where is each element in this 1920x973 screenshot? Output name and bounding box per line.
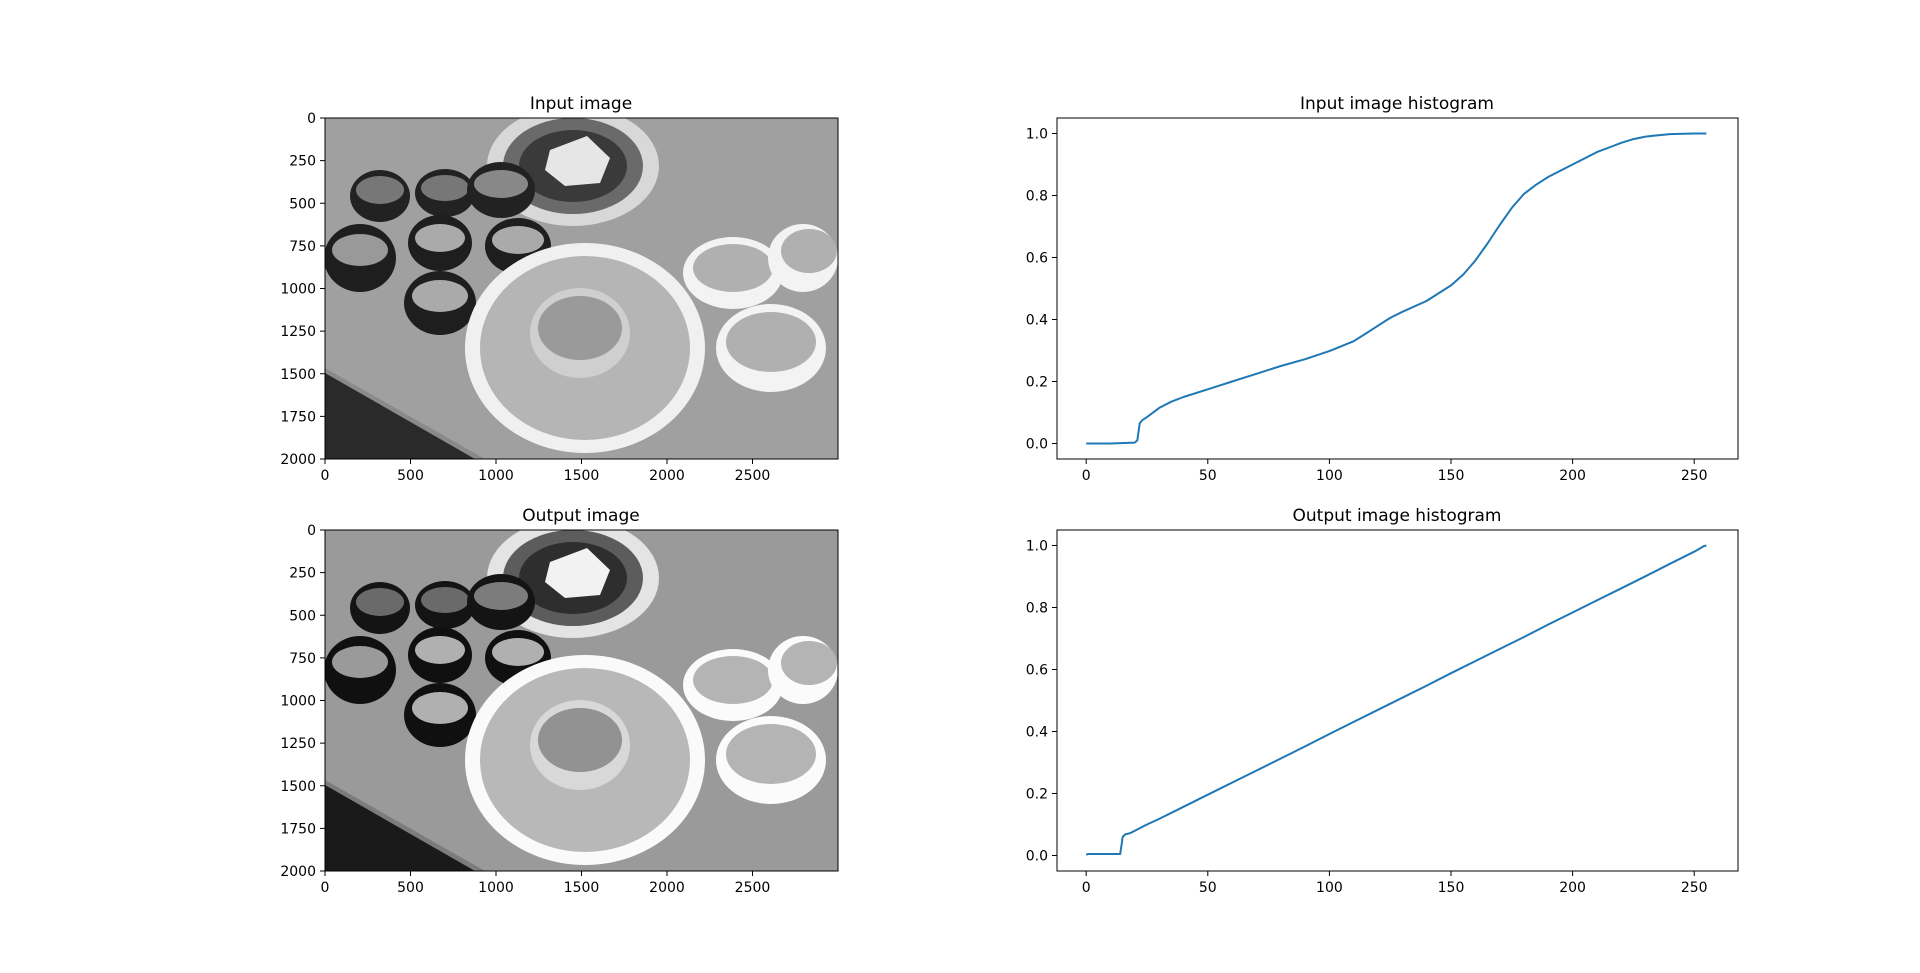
x-tick-label: 500 <box>397 468 424 484</box>
x-tick-label: 0 <box>321 468 330 484</box>
output-photo <box>325 530 838 871</box>
input-image-axes: 0 500 1000 1500 2000 2500 0 250 500 750 1000 1250 15… <box>280 111 770 484</box>
x-tick-label: 250 <box>1681 880 1708 896</box>
y-tick-label: 1.0 <box>1026 127 1048 143</box>
output-histogram-frame <box>1056 529 1739 872</box>
output-image-panel: Output image <box>280 506 839 896</box>
x-tick-label: 50 <box>1199 880 1217 896</box>
x-tick-label: 200 <box>1559 468 1586 484</box>
output-histogram-title: Output image histogram <box>1293 506 1502 526</box>
x-tick-label: 1000 <box>478 468 514 484</box>
y-tick-label: 250 <box>289 566 316 582</box>
x-tick-label: 2000 <box>649 468 685 484</box>
output-histogram-panel: Output image histogram 0 50 100 150 200 250 0.… <box>1026 506 1739 897</box>
output-histogram-axes: 0 50 100 150 200 250 0.0 0.2 0.4 0.6 0.8 1.0 <box>1026 539 1708 897</box>
y-tick-label: 0.0 <box>1026 849 1048 865</box>
x-tick-label: 0 <box>1082 468 1091 484</box>
x-tick-label: 1000 <box>478 880 514 896</box>
x-tick-label: 2000 <box>649 880 685 896</box>
output-image-axes: 0 500 1000 1500 2000 2500 0 250 500 750 1000 1250 15… <box>280 523 770 896</box>
y-tick-label: 1750 <box>280 409 316 425</box>
y-tick-label: 0 <box>307 111 316 127</box>
y-tick-label: 2000 <box>280 864 316 880</box>
y-tick-label: 0.6 <box>1026 663 1048 679</box>
cdf-line-series <box>1085 544 1707 856</box>
x-tick-label: 100 <box>1316 880 1343 896</box>
cdf-line-series <box>1086 132 1707 445</box>
y-tick-label: 1000 <box>280 694 316 710</box>
x-tick-label: 100 <box>1316 468 1343 484</box>
y-tick-label: 250 <box>289 154 316 170</box>
y-tick-label: 1500 <box>280 367 316 383</box>
y-tick-label: 0.4 <box>1026 725 1048 741</box>
input-image-title: Input image <box>530 94 632 114</box>
y-tick-label: 0.2 <box>1026 787 1048 803</box>
output-image-title: Output image <box>522 506 639 526</box>
input-histogram-axes: 0 50 100 150 200 250 0.0 0.2 0.4 0.6 0.8 1.0 <box>1026 127 1708 485</box>
y-tick-label: 1750 <box>280 821 316 837</box>
output-histogram-plot <box>1085 544 1707 856</box>
y-tick-label: 2000 <box>280 452 316 468</box>
y-tick-label: 0.8 <box>1026 189 1048 205</box>
x-tick-label: 500 <box>397 880 424 896</box>
x-tick-label: 0 <box>321 880 330 896</box>
y-tick-label: 0.8 <box>1026 601 1048 617</box>
y-tick-label: 750 <box>289 239 316 255</box>
x-tick-label: 200 <box>1559 880 1586 896</box>
y-tick-label: 1000 <box>280 282 316 298</box>
x-tick-label: 50 <box>1199 468 1217 484</box>
x-tick-label: 0 <box>1082 880 1091 896</box>
y-tick-label: 0.4 <box>1026 313 1048 329</box>
y-tick-label: 1.0 <box>1026 539 1048 555</box>
y-tick-label: 750 <box>289 651 316 667</box>
input-histogram-panel: Input image histogram 0 50 100 150 200 250 0.0… <box>1026 94 1739 485</box>
y-tick-label: 500 <box>289 196 316 212</box>
y-tick-label: 0.2 <box>1026 375 1048 391</box>
y-tick-label: 0.0 <box>1026 437 1048 453</box>
y-tick-label: 0.6 <box>1026 251 1048 267</box>
input-histogram-frame <box>1056 117 1739 460</box>
y-tick-label: 1250 <box>280 736 316 752</box>
x-tick-label: 250 <box>1681 468 1708 484</box>
input-histogram-plot <box>1086 132 1707 445</box>
x-tick-label: 1500 <box>564 468 600 484</box>
x-tick-label: 150 <box>1438 880 1465 896</box>
y-tick-label: 1250 <box>280 324 316 340</box>
x-tick-label: 150 <box>1438 468 1465 484</box>
input-histogram-title: Input image histogram <box>1300 94 1494 114</box>
x-tick-label: 1500 <box>564 880 600 896</box>
y-tick-label: 0 <box>307 523 316 539</box>
x-tick-label: 2500 <box>735 880 771 896</box>
y-tick-label: 1500 <box>280 779 316 795</box>
input-image-panel: Input image <box>280 94 839 484</box>
input-photo <box>325 118 838 459</box>
x-tick-label: 2500 <box>735 468 771 484</box>
y-tick-label: 500 <box>289 608 316 624</box>
